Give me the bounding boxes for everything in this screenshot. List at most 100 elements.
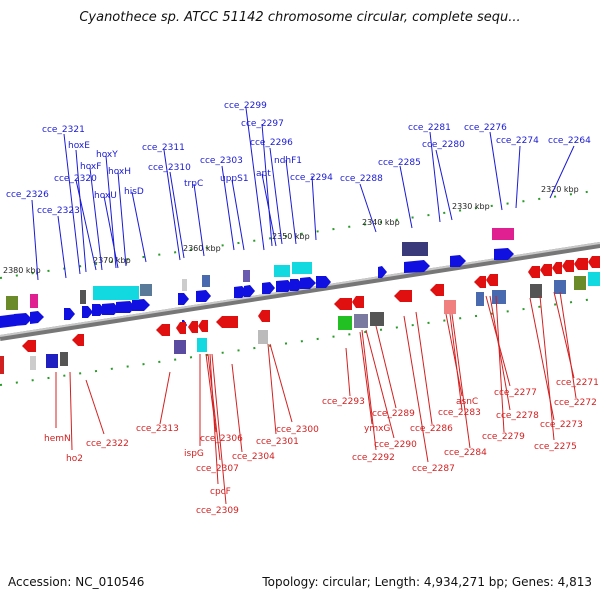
gene-label: cce_2297 <box>241 119 284 129</box>
gene-arrow <box>334 298 352 310</box>
gene-label: cce_2292 <box>352 453 395 463</box>
feature-box <box>492 228 514 240</box>
reverse-gene-label-texts[interactable]: hemN ho2 cce_2322 cce_2313 ispG cce_2306… <box>44 378 599 516</box>
gene-label: cce_2326 <box>6 190 49 200</box>
forward-feature-boxes[interactable] <box>6 228 514 310</box>
feature-box <box>476 292 484 306</box>
gene-label: cce_2279 <box>482 432 525 442</box>
gene-label: cce_2309 <box>196 506 239 516</box>
gene-arrow <box>450 255 466 267</box>
gene-label: cce_2310 <box>148 163 191 173</box>
gene-arrow <box>262 282 275 294</box>
gene-label: ispG <box>184 449 204 459</box>
gene-label: trpC <box>184 179 203 189</box>
gene-arrow <box>276 280 293 292</box>
gene-arrow <box>486 274 498 286</box>
feature-box <box>182 279 187 291</box>
feature-box <box>93 286 139 300</box>
gene-arrow <box>102 303 119 315</box>
gene-label: cce_2286 <box>410 424 453 434</box>
feature-box <box>588 272 600 286</box>
gene-label: cce_2304 <box>232 452 275 462</box>
gene-arrow <box>14 313 32 326</box>
gene-arrow <box>132 299 150 311</box>
gene-arrow <box>588 256 600 268</box>
gene-arrow <box>116 301 135 313</box>
gene-label: cce_2271 <box>556 378 599 388</box>
scale-label: 2370 kbp <box>93 256 131 265</box>
scale-label: 2340 kbp <box>362 218 400 227</box>
feature-box <box>30 356 36 370</box>
gene-arrow <box>64 308 75 320</box>
gene-label: cce_2301 <box>256 437 299 447</box>
feature-box <box>338 316 352 330</box>
scale-label: 2380 kbp <box>3 266 41 275</box>
gene-label: cce_2320 <box>54 174 97 184</box>
gene-label: ho2 <box>66 454 83 464</box>
reverse-feature-boxes[interactable] <box>0 272 600 374</box>
feature-box <box>492 290 506 304</box>
gene-arrow <box>290 279 303 291</box>
forward-gene-label-texts[interactable]: cce_2326 cce_2323 cce_2321 hoxE cce_2320… <box>6 101 591 216</box>
reverse-strand-genes[interactable] <box>22 256 600 352</box>
feature-box <box>174 340 186 354</box>
gene-label: hoxY <box>96 150 118 160</box>
gene-label: cce_2293 <box>322 397 365 407</box>
gene-label: cpcF <box>210 487 231 497</box>
gene-label: cce_2272 <box>554 398 597 408</box>
gene-label: cce_2322 <box>86 439 129 449</box>
gene-label: cce_2299 <box>224 101 267 111</box>
feature-box <box>554 280 566 294</box>
gene-arrow <box>82 306 93 318</box>
feature-box <box>402 242 428 256</box>
gene-label: cce_2313 <box>136 424 179 434</box>
gene-label: asnC <box>456 397 478 407</box>
scale-label: 2360 kbp <box>183 244 221 253</box>
gene-label: ndhF1 <box>274 156 302 166</box>
chromosome-backbone <box>0 242 600 341</box>
gene-label: cce_2276 <box>464 123 507 133</box>
gene-label: cce_2281 <box>408 123 451 133</box>
gene-arrow <box>188 321 198 333</box>
feature-box <box>354 314 368 328</box>
gene-arrow <box>574 258 588 270</box>
feature-box <box>444 300 456 314</box>
gene-label: cce_2278 <box>496 411 539 421</box>
gene-arrow <box>176 322 186 334</box>
feature-box <box>530 284 542 298</box>
gene-label: ymxG <box>364 424 390 434</box>
gene-arrow <box>22 340 36 352</box>
gene-label: cce_2296 <box>250 138 293 148</box>
forward-strand-genes[interactable] <box>0 248 514 330</box>
feature-box <box>258 330 268 344</box>
gene-label: cce_2323 <box>37 206 80 216</box>
gene-arrow <box>404 260 430 273</box>
gene-label: cce_2284 <box>444 448 487 458</box>
gene-label: cce_2288 <box>340 174 383 184</box>
gene-arrow <box>528 266 540 278</box>
gene-label: cce_2306 <box>200 434 243 444</box>
accession-label: Accession: NC_010546 <box>8 575 145 589</box>
gene-arrow <box>300 277 316 289</box>
gene-label: cce_2287 <box>412 464 455 474</box>
gene-label: hoxH <box>108 167 131 177</box>
gene-label: uppS1 <box>220 174 249 184</box>
gene-label: cce_2294 <box>290 173 333 183</box>
gene-label: cce_2311 <box>142 143 185 153</box>
feature-box <box>574 276 586 290</box>
genome-summary: Topology: circular; Length: 4,934,271 bp… <box>262 575 592 589</box>
gene-label: cce_2280 <box>422 140 465 150</box>
feature-box <box>80 290 86 304</box>
gene-label: hoxF <box>80 162 101 172</box>
feature-box <box>197 338 207 352</box>
gene-arrow <box>72 334 84 346</box>
gene-arrow <box>316 276 331 288</box>
gene-label: cce_2289 <box>372 409 415 419</box>
gene-arrow <box>494 248 514 260</box>
gene-arrow <box>30 311 44 324</box>
gene-arrow <box>474 276 486 288</box>
feature-box <box>292 262 312 274</box>
feature-box <box>46 354 58 368</box>
